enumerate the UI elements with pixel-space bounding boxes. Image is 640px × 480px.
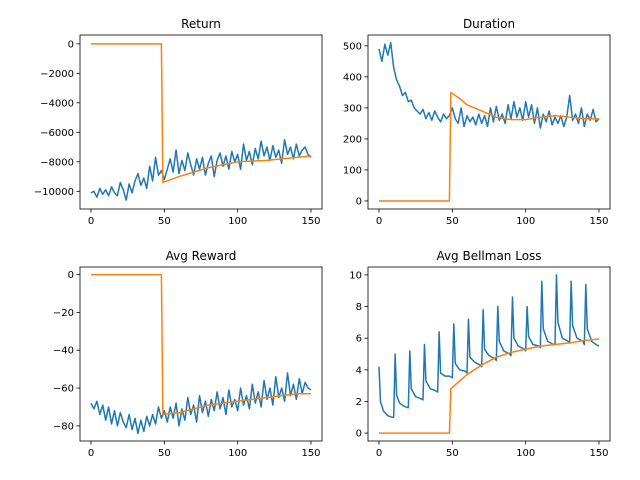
x-tick-label: 100 — [228, 448, 247, 459]
x-tick-label: 150 — [589, 448, 608, 459]
x-tick-label: 150 — [589, 216, 608, 227]
y-tick-label: 0 — [68, 39, 74, 50]
y-tick-label: −6000 — [40, 128, 74, 139]
y-tick-label: 200 — [343, 134, 362, 145]
x-tick-label: 100 — [516, 448, 535, 459]
subplot-title: Avg Reward — [166, 249, 237, 263]
subplot-title: Return — [181, 17, 221, 31]
series-line-1 — [378, 42, 600, 129]
y-tick-label: 10 — [349, 270, 362, 281]
x-tick-label: 150 — [301, 448, 320, 459]
y-tick-label: −4000 — [40, 98, 74, 109]
series-line-2 — [379, 91, 599, 202]
series-line-2 — [91, 273, 311, 416]
series-line-1 — [378, 274, 600, 419]
y-tick-label: 0 — [68, 270, 74, 281]
subplot-title: Duration — [463, 17, 515, 31]
subplot-4: 0 50 100 150 0 2 4 6 8 10 Avg Bellman Loss — [349, 249, 611, 459]
y-tick-label: 100 — [343, 165, 362, 176]
axes-frame — [79, 266, 323, 442]
x-tick-label: 50 — [158, 448, 171, 459]
subplot-title: Avg Bellman Loss — [436, 249, 541, 263]
y-tick-label: −2000 — [40, 69, 74, 80]
y-tick-label: 4 — [356, 365, 362, 376]
y-tick-label: 0 — [356, 429, 362, 440]
y-tick-label: −80 — [53, 421, 74, 432]
x-tick-label: 0 — [376, 216, 382, 227]
x-tick-label: 50 — [446, 448, 459, 459]
x-tick-label: 0 — [376, 448, 382, 459]
subplot-1: 0 50 100 150 −10000 −8000 −6000 −4000 −2000 0 Retu… — [34, 17, 323, 227]
x-tick-label: 0 — [88, 448, 94, 459]
x-tick-label: 100 — [516, 216, 535, 227]
y-tick-label: 400 — [343, 72, 362, 83]
y-tick-label: 500 — [343, 41, 362, 52]
series-line-1 — [90, 138, 312, 201]
axes-frame — [367, 266, 611, 442]
y-tick-label: −40 — [53, 346, 74, 357]
y-tick-label: 6 — [356, 334, 362, 345]
y-tick-label: −60 — [53, 384, 74, 395]
y-tick-label: −8000 — [40, 157, 74, 168]
series-line-2 — [379, 338, 600, 434]
axes-frame — [79, 34, 323, 210]
axes-frame — [367, 34, 611, 210]
subplot-2: 0 50 100 150 0 100 200 300 400 500 Duration — [343, 17, 611, 227]
y-tick-label: 8 — [356, 302, 362, 313]
x-tick-label: 150 — [301, 216, 320, 227]
series-line-1 — [90, 372, 312, 435]
x-tick-label: 50 — [158, 216, 171, 227]
y-tick-label: 2 — [356, 397, 362, 408]
series-line-2 — [91, 43, 312, 184]
x-tick-label: 0 — [88, 216, 94, 227]
subplot-3: 0 50 100 150 −80 −60 −40 −20 0 Avg Reward — [53, 249, 323, 459]
y-tick-label: −20 — [53, 308, 74, 319]
y-tick-label: −10000 — [34, 187, 74, 198]
y-tick-label: 0 — [356, 196, 362, 207]
y-tick-label: 300 — [343, 103, 362, 114]
x-tick-label: 100 — [228, 216, 247, 227]
x-tick-label: 50 — [446, 216, 459, 227]
